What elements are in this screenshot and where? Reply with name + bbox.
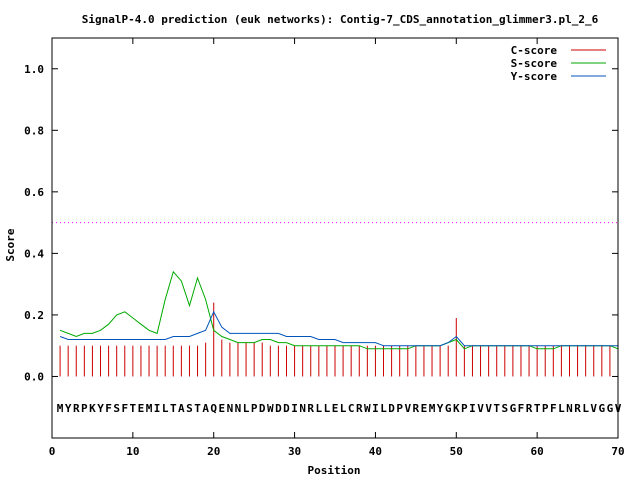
sequence-letter: D [259, 402, 266, 415]
y-tick-label: 1.0 [24, 63, 44, 76]
sequence-letter: F [121, 402, 128, 415]
x-tick-label: 10 [126, 445, 139, 458]
sequence-letter: S [186, 402, 193, 415]
sequence-letter: F [105, 402, 112, 415]
sequence-letter: T [130, 402, 137, 415]
y-tick-label: 0.6 [24, 186, 44, 199]
sequence-letter: E [421, 402, 428, 415]
sequence-letter: P [81, 402, 88, 415]
sequence-letter: C [348, 402, 355, 415]
sequence-letter: A [178, 402, 185, 415]
y-axis-label: Score [4, 228, 17, 261]
sequence-letter: L [162, 402, 169, 415]
sequence-letter: T [493, 402, 500, 415]
sequence-letter: V [485, 402, 492, 415]
c-score-impulses [59, 302, 619, 377]
sequence-letter: F [518, 402, 525, 415]
sequence-letter: R [413, 402, 420, 415]
sequence-letter: N [566, 402, 573, 415]
sequence-letter: K [89, 402, 96, 415]
sequence-letter: W [267, 402, 274, 415]
sequence-letter: E [218, 402, 225, 415]
sequence-letter: P [461, 402, 468, 415]
sequence-letter: I [469, 402, 476, 415]
tick-layer: 0 10 20 30 40 50 60 70 0.0 0.2 0.4 0.6 0.8 1.0 [24, 38, 625, 458]
legend-label: S-score [511, 57, 558, 70]
sequence-letter: T [534, 402, 541, 415]
sequence-letter: G [510, 402, 517, 415]
y-tick-label: 0.4 [24, 247, 44, 260]
sequence-letter: R [73, 402, 80, 415]
x-tick-label: 0 [49, 445, 56, 458]
sequence-letter: V [404, 402, 411, 415]
legend-label: C-score [511, 44, 558, 57]
sequence-letter: S [501, 402, 508, 415]
sequence-letter: E [138, 402, 145, 415]
sequence-letter: Q [210, 402, 217, 415]
sequence-letter: M [146, 402, 153, 415]
sequence-letter: V [590, 402, 597, 415]
sequence-letter: L [243, 402, 250, 415]
sequence-letter: T [170, 402, 177, 415]
sequence-letter: I [291, 402, 298, 415]
sequence-letter: K [453, 402, 460, 415]
sequence-letter: Y [437, 402, 444, 415]
sequence-letter: S [113, 402, 120, 415]
sequence-letter: M [57, 402, 64, 415]
sequence-letter: Y [97, 402, 104, 415]
sequence-letter: R [574, 402, 581, 415]
legend-label: Y-score [511, 70, 558, 83]
sequence-letter: L [558, 402, 565, 415]
x-tick-label: 50 [450, 445, 463, 458]
x-tick-label: 70 [611, 445, 624, 458]
sequence-letter: L [582, 402, 589, 415]
sequence-letter: G [599, 402, 606, 415]
sequence-letter: M [429, 402, 436, 415]
sequence-letter: A [202, 402, 209, 415]
sequence-letter: R [307, 402, 314, 415]
sequence-letter: E [332, 402, 339, 415]
sequence-letter: R [526, 402, 533, 415]
sequence-letter: P [396, 402, 403, 415]
chart-title: SignalP-4.0 prediction (euk networks): C… [82, 13, 599, 26]
y-score-line [59, 310, 618, 347]
sequence-letter: T [194, 402, 201, 415]
sequence-letter: N [299, 402, 306, 415]
sequence-letter: L [380, 402, 387, 415]
sequence-letter: W [364, 402, 371, 415]
sequence-letter: G [445, 402, 452, 415]
sequence-letter: Y [65, 402, 72, 415]
sequence-letter: F [550, 402, 557, 415]
score-lines [59, 270, 619, 350]
sequence-letter: N [227, 402, 234, 415]
x-axis-label: Position [308, 464, 361, 477]
sequence-letter: N [235, 402, 242, 415]
sequence-letter: G [607, 402, 614, 415]
sequence-letter: V [477, 402, 484, 415]
sequence-letter: I [372, 402, 379, 415]
sequence-letter: D [283, 402, 290, 415]
sequence-letter: L [316, 402, 323, 415]
y-tick-label: 0.2 [24, 309, 44, 322]
x-tick-label: 60 [531, 445, 544, 458]
x-tick-label: 40 [369, 445, 382, 458]
sequence-letter: I [154, 402, 161, 415]
x-tick-label: 20 [207, 445, 220, 458]
sequence-letter: P [542, 402, 549, 415]
sequence-letter: R [356, 402, 363, 415]
plot-frame [51, 37, 619, 439]
sequence-letter: D [388, 402, 395, 415]
sequence-letter: L [340, 402, 347, 415]
sequence-letter: P [251, 402, 258, 415]
x-tick-label: 30 [288, 445, 301, 458]
y-tick-label: 0.0 [24, 370, 44, 383]
sequence-letter: D [275, 402, 282, 415]
y-tick-label: 0.8 [24, 124, 44, 137]
sequence-letter: L [324, 402, 331, 415]
